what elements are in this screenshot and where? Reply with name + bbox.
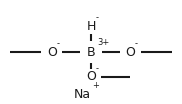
Text: Na: Na: [74, 87, 91, 100]
Text: O: O: [86, 71, 96, 84]
Text: -: -: [96, 64, 99, 73]
Text: 3+: 3+: [97, 38, 109, 47]
Text: -: -: [57, 39, 60, 48]
Text: O: O: [125, 46, 135, 58]
Text: H: H: [86, 20, 96, 32]
Text: O: O: [47, 46, 57, 58]
Text: -: -: [96, 13, 99, 22]
Text: +: +: [92, 81, 99, 90]
Text: -: -: [135, 39, 138, 48]
Text: B: B: [87, 46, 95, 58]
